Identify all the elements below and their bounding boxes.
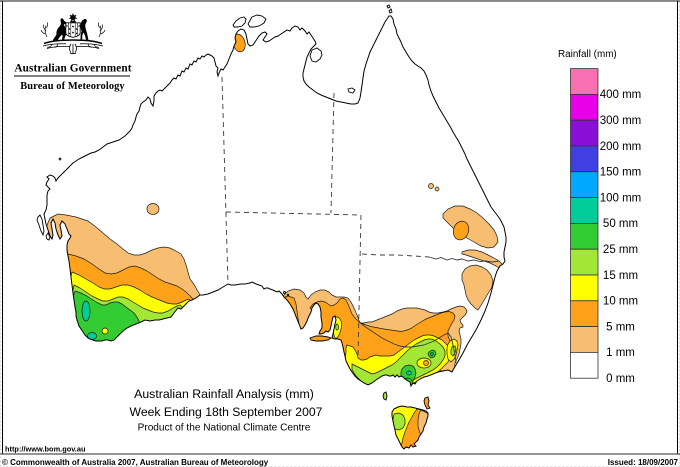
svg-text:Issued: 18/09/2007: Issued: 18/09/2007 — [608, 458, 679, 467]
svg-text:© Commonwealth of Australia 20: © Commonwealth of Australia 2007, Austra… — [2, 458, 269, 467]
svg-text:Week Ending 18th September 200: Week Ending 18th September 2007 — [130, 405, 323, 419]
svg-text:50 mm: 50 mm — [603, 218, 638, 230]
svg-text:300 mm: 300 mm — [600, 115, 642, 127]
svg-text:100 mm: 100 mm — [600, 192, 642, 204]
svg-text:0 mm: 0 mm — [606, 373, 635, 385]
svg-text:Product of the National Climat: Product of the National Climate Centre — [138, 423, 311, 434]
svg-text:150 mm: 150 mm — [600, 167, 642, 179]
svg-text:400 mm: 400 mm — [600, 89, 642, 101]
svg-text:Australian Rainfall Analysis (: Australian Rainfall Analysis (mm) — [134, 387, 314, 401]
svg-text:10 mm: 10 mm — [603, 296, 638, 308]
svg-text:Rainfall (mm): Rainfall (mm) — [558, 49, 617, 60]
svg-text:1 mm: 1 mm — [606, 347, 635, 359]
svg-text:http://www.bom.gov.au: http://www.bom.gov.au — [5, 445, 86, 454]
svg-text:15 mm: 15 mm — [603, 270, 638, 282]
svg-text:Australian Government: Australian Government — [14, 63, 131, 75]
svg-text:200 mm: 200 mm — [600, 141, 642, 153]
svg-text:Bureau of Meteorology: Bureau of Meteorology — [20, 81, 125, 92]
svg-text:5 mm: 5 mm — [606, 321, 635, 333]
svg-text:25 mm: 25 mm — [603, 244, 638, 256]
